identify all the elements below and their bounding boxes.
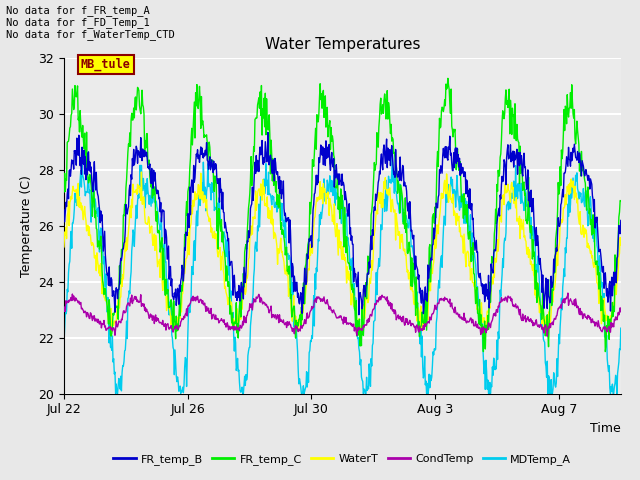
- Text: No data for f_WaterTemp_CTD: No data for f_WaterTemp_CTD: [6, 29, 175, 40]
- Title: Water Temperatures: Water Temperatures: [265, 37, 420, 52]
- Text: No data for f_FD_Temp_1: No data for f_FD_Temp_1: [6, 17, 150, 28]
- X-axis label: Time: Time: [590, 422, 621, 435]
- Text: No data for f_FR_temp_A: No data for f_FR_temp_A: [6, 5, 150, 16]
- Text: MB_tule: MB_tule: [81, 58, 131, 71]
- Legend: FR_temp_B, FR_temp_C, WaterT, CondTemp, MDTemp_A: FR_temp_B, FR_temp_C, WaterT, CondTemp, …: [109, 450, 576, 469]
- Y-axis label: Temperature (C): Temperature (C): [20, 175, 33, 276]
